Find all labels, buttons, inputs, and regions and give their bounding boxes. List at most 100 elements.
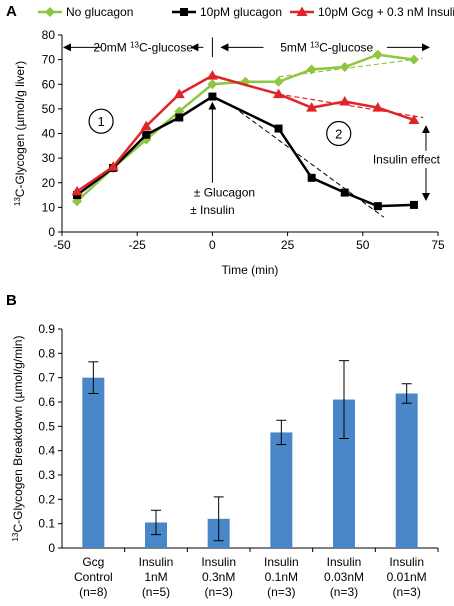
x-axis-title-a: Time (min) (222, 263, 279, 277)
x-tick-label-a: -50 (53, 238, 71, 252)
data-point (208, 92, 217, 101)
legend-label: No glucagon (66, 5, 133, 19)
y-tick-label-b: 0.9 (38, 322, 55, 336)
bar (145, 522, 167, 548)
data-point (142, 130, 151, 139)
category-label: Insulin (389, 555, 424, 569)
data-point (409, 200, 418, 209)
legend-label: 10pM Gcg + 0.3 nM Insulin (318, 5, 454, 19)
x-tick-label-a: 25 (281, 238, 295, 252)
legend-marker (180, 8, 188, 16)
category-label: Insulin (264, 555, 299, 569)
circle-2-label: 2 (335, 127, 342, 142)
y-tick-label-a: 30 (42, 151, 56, 165)
treatment-label-1: ± Glucagon (194, 186, 255, 200)
y-tick-label-b: 0.1 (38, 517, 55, 531)
series-2 (71, 70, 420, 196)
data-point (107, 161, 119, 171)
y-tick-label-b: 0.2 (38, 492, 55, 506)
bar (395, 393, 418, 548)
y-axis-title-a: 13C-Glycogen (µmol/g liver) (13, 61, 28, 206)
phase-label-left: 20mM 13C-glucose (93, 40, 193, 55)
category-label: (n=3) (392, 585, 420, 599)
category-label: (n=8) (79, 585, 107, 599)
panel-b: B 0 0.1 0.2 0.3 0.4 0.5 0.6 0.7 0.8 0.9 13C-Glycoge… (6, 292, 439, 599)
category-label: Insulin (139, 555, 174, 569)
data-point (273, 88, 285, 99)
x-tick-label-a: -25 (129, 238, 147, 252)
y-tick-label-b: 0.5 (38, 419, 55, 433)
category-label: 0.03nM (324, 570, 364, 584)
data-point (306, 102, 318, 112)
category-label: 0.01nM (387, 570, 427, 584)
bar (82, 377, 105, 548)
y-tick-label-a: 60 (42, 77, 56, 91)
data-point (173, 88, 185, 99)
y-tick-label-b: 0.4 (38, 444, 55, 458)
series-line (76, 53, 415, 203)
y-tick-label-a: 40 (42, 127, 56, 141)
data-point (408, 54, 419, 65)
category-label: Insulin (327, 555, 362, 569)
bar (270, 432, 293, 548)
y-tick-label-a: 20 (42, 176, 56, 190)
category-label: Gcg (82, 555, 104, 569)
data-point (71, 185, 83, 196)
data-point (339, 62, 350, 73)
data-point (207, 79, 218, 90)
data-point (273, 76, 284, 87)
category-label: (n=3) (267, 585, 295, 599)
category-label: 0.1nM (265, 570, 298, 584)
data-point (373, 202, 382, 211)
category-label: (n=3) (330, 585, 358, 599)
series-line (76, 95, 414, 208)
category-label: Insulin (201, 555, 236, 569)
y-tick-label-a: 80 (42, 28, 56, 42)
circle-1-shape (88, 108, 114, 134)
data-point (408, 114, 420, 124)
panel-a: A 0 10 20 30 40 50 60 70 80 -50 -25 0 25 50 75 Time (min… (6, 3, 454, 277)
data-point (339, 95, 351, 106)
data-point (372, 49, 383, 60)
y-tick-label-a: 50 (42, 102, 56, 116)
y-tick-label-a: 70 (42, 53, 56, 67)
data-point (140, 120, 152, 131)
category-label: (n=5) (142, 585, 170, 599)
trend-line-red (278, 93, 424, 119)
category-label: 0.3nM (202, 570, 235, 584)
panel-a-label: A (6, 3, 17, 20)
data-point (175, 113, 184, 122)
x-tick-label-a: 0 (209, 238, 216, 252)
bar (333, 399, 355, 548)
x-tick-label-a: 75 (431, 238, 445, 252)
data-point (274, 124, 283, 133)
insulin-effect-label: Insulin effect (373, 152, 441, 166)
circle-2-shape (326, 120, 352, 147)
legend-marker (296, 6, 308, 16)
y-tick-label-a: 0 (48, 225, 55, 239)
x-tick-label-a: 50 (356, 238, 370, 252)
treatment-label-2: ± Insulin (190, 203, 235, 217)
category-label: 1nM (144, 570, 167, 584)
y-tick-label-a: 10 (42, 200, 56, 214)
trend-line-black (239, 110, 385, 218)
legend-marker (45, 7, 55, 17)
phase-label-right: 5mM 13C-glucose (280, 40, 373, 55)
y-tick-label-b: 0 (48, 541, 55, 555)
legend-label: 10pM glucagon (200, 5, 282, 19)
y-tick-label-b: 0.8 (38, 346, 55, 360)
data-point (372, 102, 384, 112)
data-point (340, 188, 349, 197)
y-tick-label-b: 0.3 (38, 468, 55, 482)
category-label: (n=3) (204, 585, 232, 599)
circle-1-label: 1 (97, 114, 104, 129)
category-label: Control (74, 570, 113, 584)
series-line (76, 74, 415, 193)
